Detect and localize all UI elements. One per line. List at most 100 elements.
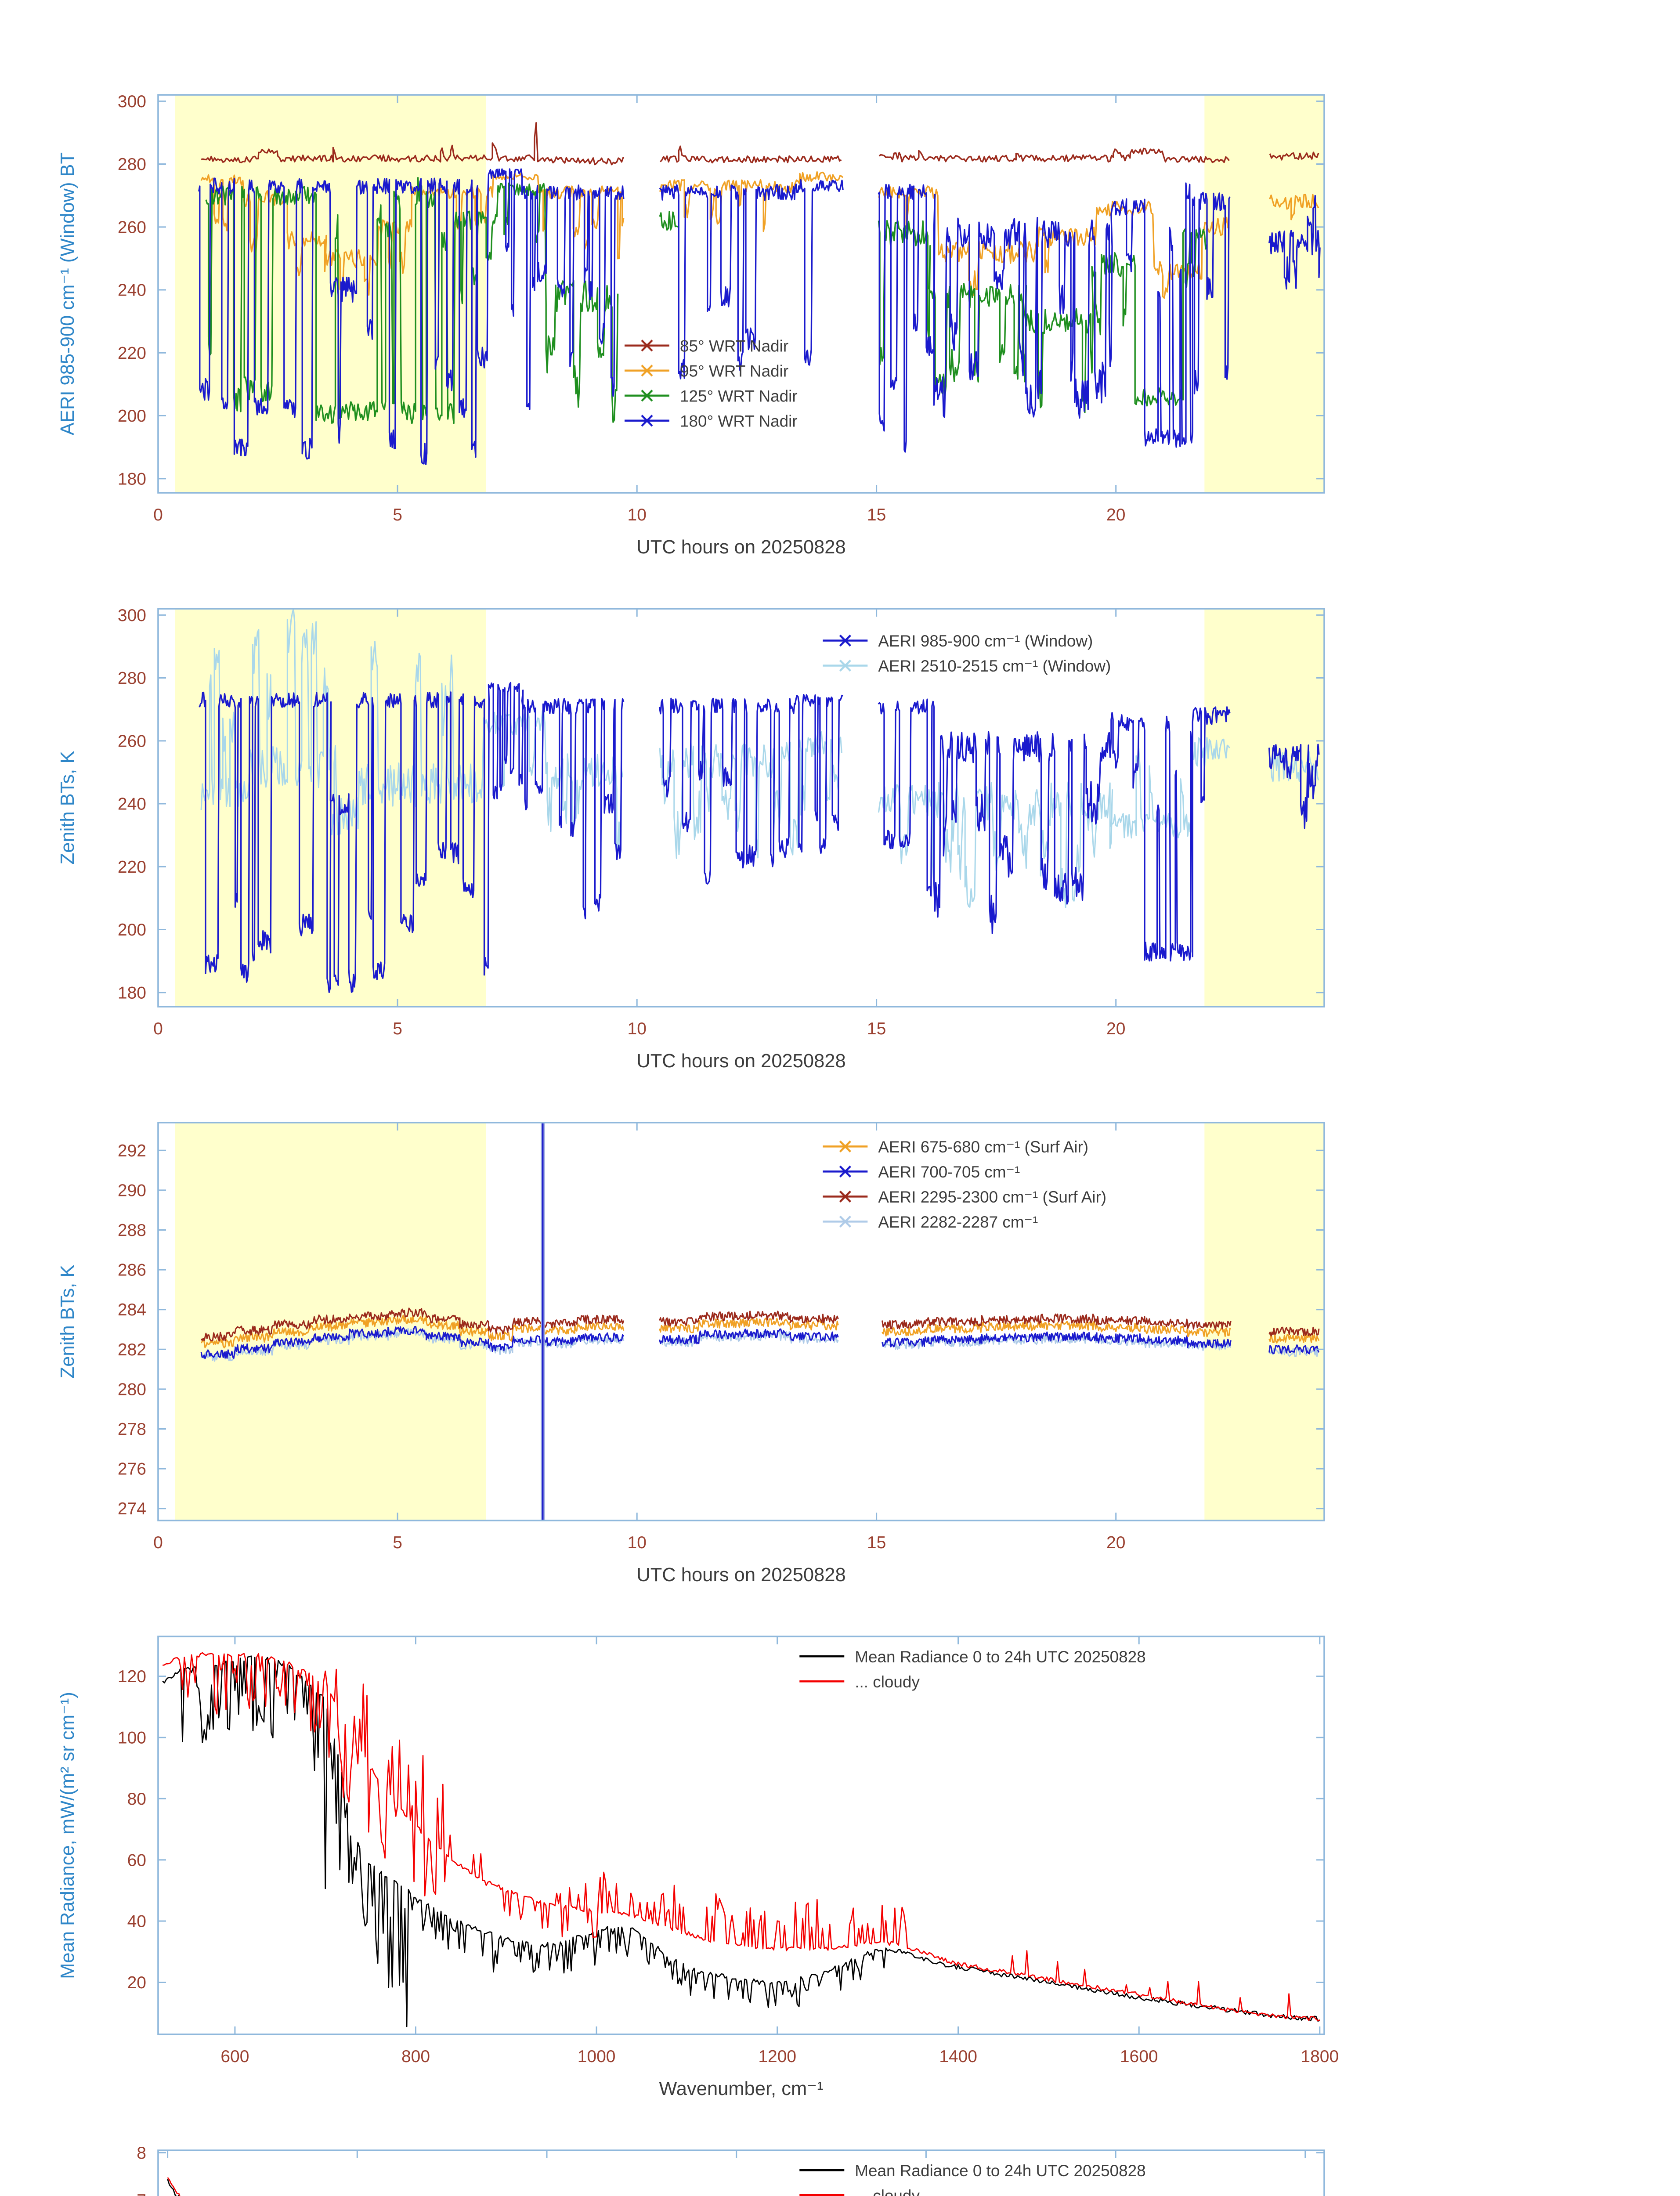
legend-x-marker xyxy=(839,1165,851,1177)
y-tick-label: 80 xyxy=(127,1790,146,1809)
legend-x-marker xyxy=(641,340,653,352)
x-tick-label: 1600 xyxy=(1120,2047,1158,2066)
legend-label: Mean Radiance 0 to 24h UTC 20250828 xyxy=(855,1648,1145,1666)
x-tick-label: 15 xyxy=(867,506,886,524)
x-tick-label: 0 xyxy=(153,506,163,524)
chart-nadir-window-bt: 0 5 10 15 20 180 200 220 240 260 280 300 UTC hours o… xyxy=(57,92,1325,558)
x-axis-label: UTC hours on 20250828 xyxy=(636,1564,845,1586)
x-tick-label: 5 xyxy=(393,1533,402,1552)
legend-label: AERI 700-705 cm⁻¹ xyxy=(878,1163,1020,1181)
y-tick-label: 276 xyxy=(118,1460,146,1479)
y-tick-label: 292 xyxy=(118,1141,146,1160)
y-tick-label: 180 xyxy=(118,470,146,488)
series-cloudy xyxy=(167,2177,181,2196)
legend-x-marker xyxy=(641,365,653,377)
chart-mean-radiance-shortwave: 1800200022002400260028003000012345678Wav… xyxy=(137,2144,1325,2196)
y-tick-label: 286 xyxy=(118,1261,146,1280)
legend-label: AERI 675-680 cm⁻¹ (Surf Air) xyxy=(878,1138,1088,1156)
x-tick-label: 10 xyxy=(628,506,647,524)
x-tick-label: 1200 xyxy=(758,2047,796,2066)
legend-x-marker xyxy=(839,634,851,647)
night-shading xyxy=(1204,1123,1324,1521)
x-tick-label: 20 xyxy=(1106,1019,1125,1038)
y-tick-label: 220 xyxy=(118,344,146,363)
axes-frame xyxy=(157,1122,1325,1521)
y-tick-label: 278 xyxy=(118,1420,146,1439)
y-tick-label: 240 xyxy=(118,281,146,300)
chart-zenith-window-bt: 0 5 10 15 20 180 200 220 240 260 280 300 UTC hours o… xyxy=(57,606,1325,1072)
legend-label: AERI 2510-2515 cm⁻¹ (Window) xyxy=(878,657,1111,675)
series-aeri-700-705-cm xyxy=(200,1326,1320,1359)
x-tick-label: 15 xyxy=(867,1019,886,1038)
y-tick-label: 180 xyxy=(118,983,146,1002)
series-aeri-2510-2515-cm-window xyxy=(200,608,1319,908)
legend-x-marker xyxy=(839,1190,851,1203)
legend-label: AERI 2295-2300 cm⁻¹ (Surf Air) xyxy=(878,1188,1106,1206)
legend-x-marker xyxy=(641,415,653,427)
y-tick-label: 300 xyxy=(118,92,146,111)
y-tick-label: 300 xyxy=(118,606,146,625)
y-tick-label: 200 xyxy=(118,407,146,426)
axes-frame xyxy=(157,608,1325,1008)
series-180-wrt-nadir xyxy=(198,168,1321,465)
y-axis-label: Zenith BTs, K xyxy=(57,751,78,865)
series-mean-radiance-0-to-24h-utc-20250828 xyxy=(162,1655,1320,2027)
x-tick-label: 0 xyxy=(153,1019,163,1038)
x-tick-label: 1000 xyxy=(578,2047,616,2066)
y-tick-label: 260 xyxy=(118,732,146,751)
x-tick-label: 1400 xyxy=(939,2047,977,2066)
y-tick-label: 240 xyxy=(118,795,146,814)
series-aeri-2295-2300-cm-surf-air xyxy=(200,1307,1320,1342)
x-tick-label: 1800 xyxy=(1301,2047,1339,2066)
x-tick-label: 0 xyxy=(153,1533,163,1552)
axes-frame xyxy=(157,1636,1325,2035)
legend-label: 125° WRT Nadir xyxy=(680,387,798,405)
y-tick-label: 280 xyxy=(118,1380,146,1399)
x-tick-label: 15 xyxy=(867,1533,886,1552)
y-tick-label: 282 xyxy=(118,1340,146,1359)
y-tick-label: 274 xyxy=(118,1499,146,1518)
series-aeri-985-900-cm-window xyxy=(199,682,1320,993)
y-tick-label: 290 xyxy=(118,1181,146,1200)
chart-zenith-co2-bt: 0 5 10 15 20 274 276 278 280 282 284 286 288 290 292 UT… xyxy=(57,1122,1325,1586)
y-tick-label: 100 xyxy=(118,1729,146,1748)
legend-label: 85° WRT Nadir xyxy=(680,337,788,355)
x-tick-label: 20 xyxy=(1106,506,1125,524)
y-tick-label: 40 xyxy=(127,1912,146,1931)
x-axis-label: UTC hours on 20250828 xyxy=(636,1051,845,1072)
y-tick-label: 20 xyxy=(127,1973,146,1992)
legend-x-marker xyxy=(839,1215,851,1228)
y-tick-label: 120 xyxy=(118,1667,146,1686)
legend-label: Mean Radiance 0 to 24h UTC 20250828 xyxy=(855,2162,1145,2180)
y-axis-label: Mean Radiance, mW/(m² sr cm⁻¹) xyxy=(57,1692,78,1979)
legend-x-marker xyxy=(839,1140,851,1152)
chart-mean-radiance-longwave: 600 800 1000 1200 1400 1600 1800 20 40 60 80 100 120… xyxy=(57,1636,1339,2099)
legend-label: 95° WRT Nadir xyxy=(680,362,788,380)
y-axis-label: Zenith BTs, K xyxy=(57,1265,78,1379)
x-tick-label: 5 xyxy=(393,1019,402,1038)
y-tick-label: 280 xyxy=(118,669,146,688)
x-tick-label: 20 xyxy=(1106,1533,1125,1552)
x-axis-label: UTC hours on 20250828 xyxy=(636,537,845,558)
series-cloudy xyxy=(162,1652,1320,2022)
legend-label: AERI 2282-2287 cm⁻¹ xyxy=(878,1213,1038,1231)
y-tick-label: 220 xyxy=(118,858,146,877)
legend-label: ... cloudy xyxy=(855,2187,920,2196)
x-tick-label: 800 xyxy=(401,2047,430,2066)
legend-label: ... cloudy xyxy=(855,1673,920,1691)
x-tick-label: 5 xyxy=(393,506,402,524)
legend-x-marker xyxy=(839,659,851,672)
legend-label: 180° WRT Nadir xyxy=(680,412,798,430)
legend-label: AERI 985-900 cm⁻¹ (Window) xyxy=(878,632,1093,650)
y-axis-label: AERI 985-900 cm⁻¹ (Window) BT xyxy=(57,152,78,435)
y-tick-label: 200 xyxy=(118,921,146,939)
x-axis-label: Wavenumber, cm⁻¹ xyxy=(659,2078,823,2099)
axes-frame xyxy=(157,94,1325,494)
series-aeri-675-680-cm-surf-air xyxy=(200,1315,1320,1349)
y-tick-label: 280 xyxy=(118,155,146,174)
x-tick-label: 10 xyxy=(628,1533,647,1552)
y-tick-label: 288 xyxy=(118,1221,146,1240)
series-95-wrt-nadir xyxy=(200,171,1319,299)
legend-x-marker xyxy=(641,390,653,402)
